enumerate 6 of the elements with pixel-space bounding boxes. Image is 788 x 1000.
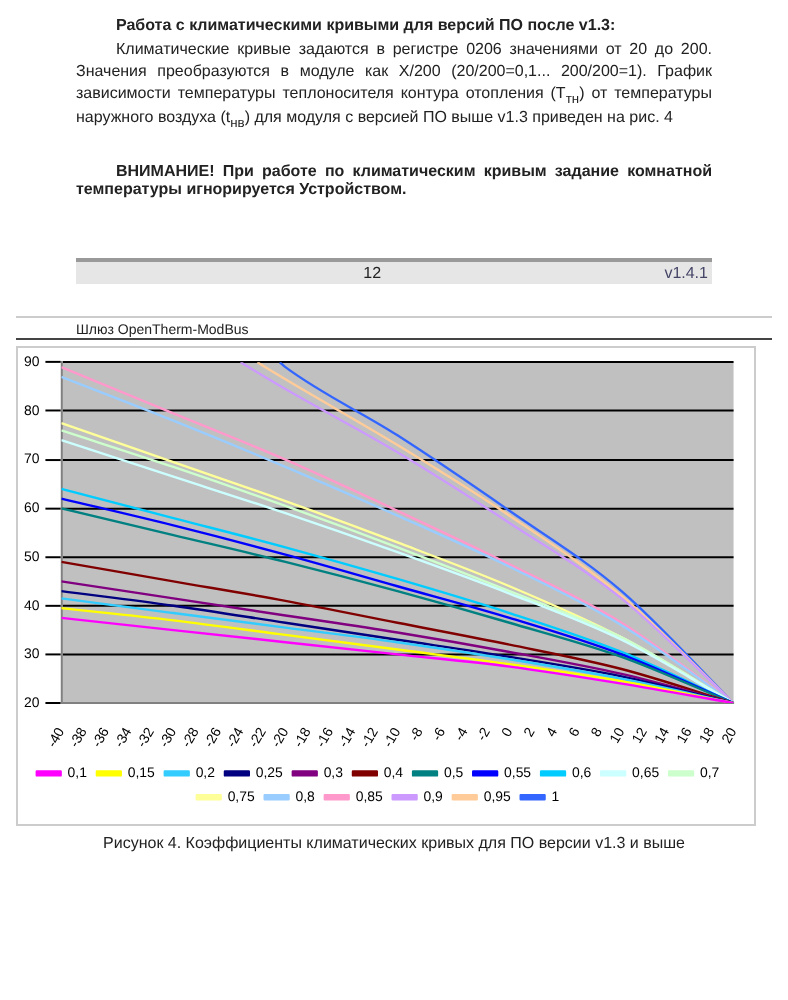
text: 12 <box>363 263 382 282</box>
text: v1.4.1 <box>664 263 708 282</box>
text: Климатические кривые задаются в регистре 0206 значениями от 20 до 200. Значения преобразуются в модуле как X/200 (20/200=0,1... 200/200=1). График зависимости температуры теплоносителя контура отопления (T$_{тн}$) от температуры наружного воздуха (t$_{нв}$) для модуля с версией ПО выше v1.3 приведен на рис. 4 <box>76 40 712 132</box>
text: Рисунок 4. Коэффициенты климатических кривых для ПО версии v1.3 и выше <box>101 833 687 852</box>
text: ВНИМАНИЕ! При работе по климатическим кривым задание комнатной температуры игнорируется Устройством. <box>76 161 712 198</box>
text: Работа с климатическими кривыми для версий ПО после v1.3: <box>116 16 618 34</box>
